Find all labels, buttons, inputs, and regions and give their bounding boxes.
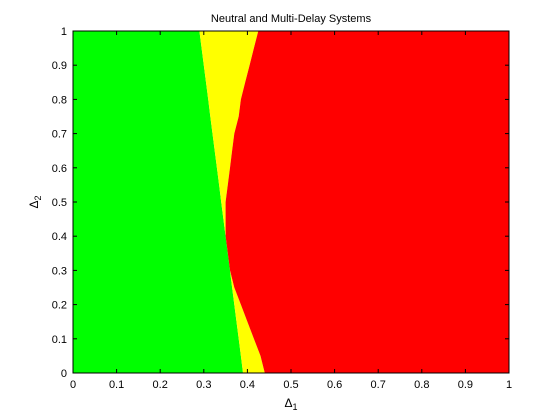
y-tick-label: 1 — [61, 26, 67, 38]
y-tick-label: 0 — [61, 368, 67, 380]
plot-area — [73, 31, 509, 373]
y-axis-ticks: 0 0.1 0.2 0.3 0.4 0.5 0.6 0.7 0.8 0.9 1 — [52, 26, 509, 380]
x-axis-label-sub: 1 — [293, 402, 298, 412]
x-tick-label: 0.1 — [109, 379, 124, 391]
x-tick-label: 0.3 — [196, 379, 211, 391]
red-region — [225, 31, 509, 373]
green-region — [73, 31, 243, 373]
x-tick-label: 0.7 — [371, 379, 386, 391]
y-tick-label: 0.2 — [52, 300, 67, 312]
x-tick-label: 0.9 — [458, 379, 473, 391]
yellow-region — [199, 31, 265, 373]
x-axis-ticks: 0 0.1 0.2 0.3 0.4 0.5 0.6 0.7 0.8 0.9 1 — [70, 31, 512, 391]
x-tick-label: 1 — [506, 379, 512, 391]
y-tick-label: 0.9 — [52, 60, 67, 72]
x-axis-label-base: Δ — [284, 396, 292, 410]
x-tick-label: 0.6 — [327, 379, 342, 391]
y-axis-label: Δ2 — [27, 195, 43, 208]
x-axis-label: Δ1 — [284, 396, 297, 412]
y-tick-label: 0.3 — [52, 265, 67, 277]
x-tick-label: 0 — [70, 379, 76, 391]
x-tick-label: 0.5 — [283, 379, 298, 391]
x-tick-label: 0.2 — [153, 379, 168, 391]
y-axis-label-base: Δ — [27, 201, 41, 209]
y-tick-label: 0.7 — [52, 129, 67, 141]
y-tick-label: 0.4 — [52, 231, 67, 243]
x-tick-label: 0.4 — [240, 379, 255, 391]
chart-title: Neutral and Multi-Delay Systems — [211, 13, 372, 25]
x-tick-label: 0.8 — [414, 379, 429, 391]
y-tick-label: 0.1 — [52, 334, 67, 346]
y-tick-label: 0.8 — [52, 94, 67, 106]
y-axis-label-sub: 2 — [33, 195, 43, 200]
y-tick-label: 0.5 — [52, 197, 67, 209]
y-tick-label: 0.6 — [52, 163, 67, 175]
